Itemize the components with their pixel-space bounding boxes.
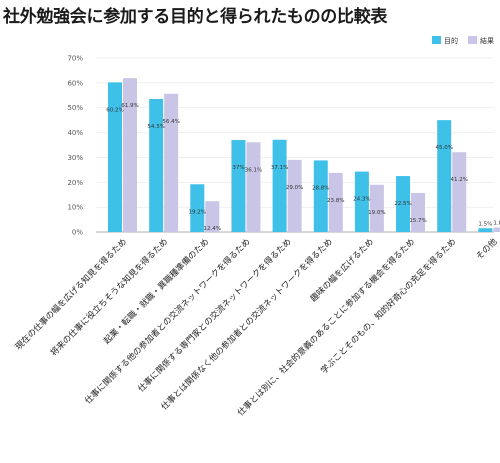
- y-axis: 0% 10% 20% 30% 40% 50% 60% 70%: [67, 55, 83, 237]
- y-tick-label: 70%: [67, 55, 83, 63]
- data-label: 61.9%: [121, 103, 138, 109]
- bar-result: [205, 201, 220, 232]
- y-tick-label: 10%: [67, 204, 83, 212]
- data-label: 54.3%: [147, 124, 164, 130]
- data-label: 36.1%: [245, 167, 262, 173]
- bar-purpose: [190, 184, 205, 232]
- legend-label: 目的: [444, 36, 458, 45]
- data-label: 1.5%: [478, 221, 492, 227]
- legend-swatch: [432, 36, 441, 44]
- data-label: 29.0%: [286, 185, 303, 191]
- bar-purpose: [149, 99, 164, 232]
- bar-purpose: [313, 160, 328, 232]
- y-tick-label: 50%: [67, 104, 83, 112]
- data-label: 60.2%: [106, 107, 123, 113]
- y-tick-label: 20%: [67, 179, 83, 187]
- y-tick-label: 0%: [72, 229, 83, 237]
- bar-result: [287, 159, 302, 232]
- bar-result: [369, 184, 384, 232]
- data-label: 28.8%: [312, 185, 329, 191]
- bar-result: [452, 152, 467, 232]
- bar-result: [164, 93, 179, 233]
- legend-swatch: [468, 36, 477, 44]
- data-label: 41.2%: [450, 177, 467, 183]
- data-label: 1.8%: [493, 221, 500, 227]
- bar-purpose: [396, 176, 411, 232]
- x-category-label: その他: [474, 236, 500, 262]
- data-label: 45.0%: [435, 145, 452, 151]
- bar-result: [411, 192, 426, 232]
- chart-title: 社外勉強会に参加する目的と得られたものの比較表: [3, 7, 388, 27]
- x-category-label: 学ぶことそのもの、知的好奇心の充足を得るため: [319, 236, 459, 376]
- y-tick-label: 30%: [67, 154, 83, 162]
- bar-result: [493, 227, 500, 232]
- bar-purpose: [108, 82, 122, 232]
- bar-purpose: [354, 171, 369, 232]
- bar-purpose: [437, 120, 452, 232]
- y-tick-label: 60%: [67, 79, 83, 87]
- data-labels: 60.2%61.9% 54.3%56.4% 19.2% 12.4% 37% 36.1% 37…: [106, 103, 500, 232]
- bar-result: [246, 142, 261, 232]
- legend: 目的 結果: [432, 36, 494, 45]
- data-label: 19.2%: [189, 209, 206, 215]
- y-tick-label: 40%: [67, 129, 83, 137]
- data-label: 56.4%: [162, 119, 179, 125]
- x-axis: 現在の仕事の幅を広げる知見を得るため将来の仕事に役立ちそうな知見を得るため起業・…: [13, 236, 500, 418]
- data-label: 37.1%: [271, 165, 288, 171]
- data-label: 15.7%: [409, 218, 426, 224]
- bar-purpose: [272, 139, 287, 232]
- data-label: 37%: [232, 165, 244, 171]
- data-label: 12.4%: [204, 226, 221, 232]
- legend-label: 結果: [480, 36, 494, 45]
- bar-result: [328, 172, 343, 232]
- bar-purpose: [231, 140, 246, 232]
- bars: [108, 78, 500, 233]
- bar-result: [123, 78, 137, 233]
- data-label: 23.8%: [327, 198, 344, 204]
- x-category-label: 仕事に関係する専門家との交流ネットワークを得るため: [136, 236, 294, 394]
- bar-purpose: [478, 228, 493, 232]
- data-label: 19.0%: [368, 210, 385, 216]
- data-label: 24.3%: [353, 197, 370, 203]
- data-label: 22.5%: [394, 201, 411, 207]
